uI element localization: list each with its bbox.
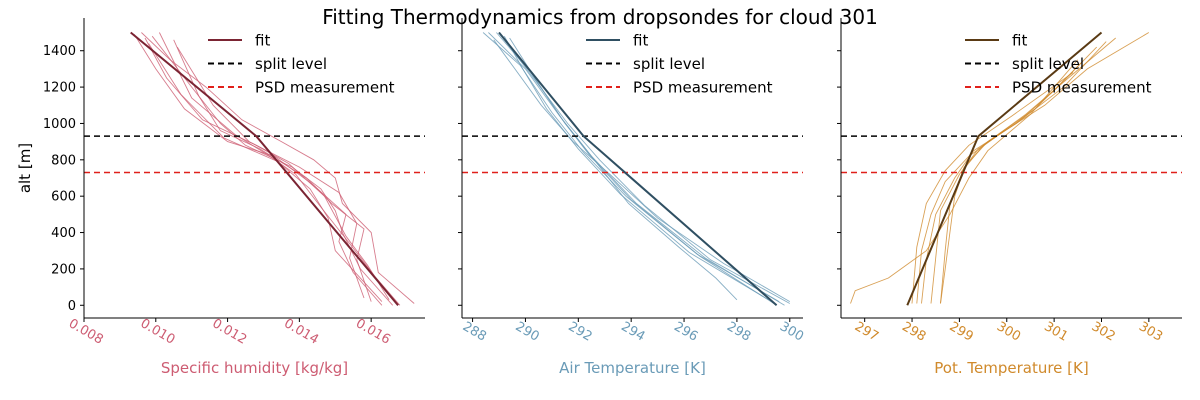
y-tick-label: 400 [51,226,76,241]
x-axis-label: Pot. Temperature [K] [934,359,1088,377]
x-tick-label: 290 [513,319,542,344]
figure-title: Fitting Thermodynamics from dropsondes f… [322,5,878,29]
panel-theta: 297 298 299 300 301 302 303 Pot. Temperature [K… [837,18,1182,377]
panel-humidity: 0 200 400 600 800 1000 1200 1400 0.008 0.010 0.012… [16,18,425,377]
x-tick-label: 0.016 [353,316,393,348]
x-tick-label: 0.010 [138,316,178,348]
x-tick-label: 294 [618,319,647,344]
fit-line [498,31,778,307]
x-tick-label: 0.012 [209,316,249,348]
dropsonde-profile-4 [916,32,1150,304]
dropsonde-profile-7 [509,37,775,304]
y-tick-label: 1400 [43,44,76,59]
dropsonde-profile-5 [144,37,390,301]
dropsonde-profile-3 [133,34,383,306]
y-axis-label: alt [m] [16,143,34,193]
x-tick-label: 296 [671,319,700,344]
legend-entry-1: fit [255,32,270,50]
legend-entry-1: fit [1012,32,1027,50]
x-tick-label: 292 [566,319,595,344]
x-tick-label: 301 [1041,319,1070,344]
x-tick-label: 299 [947,319,976,344]
legend-entry-3: PSD measurement [1012,79,1152,97]
y-tick-label: 1000 [43,117,76,132]
fit-line [130,31,399,306]
legend-entry-1: fit [633,32,648,50]
dropsonde-profile-4 [173,39,372,302]
fit-line [906,31,1103,306]
x-axis-label: Air Temperature [K] [559,359,706,377]
x-tick-label: 298 [899,319,928,344]
x-tick-label: 298 [724,319,753,344]
x-tick-label: 0.008 [66,316,106,348]
dropsonde-profile-6 [930,41,1107,304]
y-tick-label: 600 [51,190,76,205]
dropsonde-profile-7 [158,32,401,306]
y-tick-label: 0 [68,299,76,314]
dropsonde-profile-7 [911,72,1074,304]
legend: fit split level PSD measurement [208,32,395,97]
x-tick-label: 302 [1089,319,1118,344]
dropsonde-profile-1 [498,32,791,304]
plot-area [462,31,803,307]
dropsonde-profile-1 [141,32,415,304]
x-tick-label: 300 [777,319,806,344]
dropsonde-profile-6 [493,39,791,302]
legend-entry-3: PSD measurement [633,79,773,97]
dropsonde-profile-5 [940,61,1083,304]
dropsonde-profile-8 [148,43,383,302]
dropsonde-profile-2 [151,35,394,306]
legend-entry-2: split level [633,55,705,73]
dropsonde-profile-6 [176,46,365,299]
plot-area [841,31,1182,306]
x-tick-label: 303 [1136,319,1165,344]
x-tick-label: 288 [460,319,489,344]
x-axis-label: Specific humidity [kg/kg] [161,359,348,377]
y-tick-label: 800 [51,153,76,168]
legend-entry-2: split level [1012,55,1084,73]
dropsonde-profile-3 [482,32,780,302]
legend: fit split level PSD measurement [965,32,1152,97]
plot-area [84,31,425,306]
legend-entry-3: PSD measurement [255,79,395,97]
x-tick-label: 0.014 [281,316,321,348]
dropsonde-profile-4 [503,35,769,301]
y-tick-label: 1200 [43,81,76,96]
dropsonde-profile-1 [850,59,1079,304]
legend-entry-2: split level [255,55,327,73]
legend: fit split level PSD measurement [586,32,773,97]
x-tick-label: 297 [852,319,881,344]
y-tick-label: 200 [51,262,76,277]
panel-temperature: 288 290 292 294 296 298 300 Air Temperature [K]… [458,18,806,377]
x-tick-label: 300 [994,319,1023,344]
